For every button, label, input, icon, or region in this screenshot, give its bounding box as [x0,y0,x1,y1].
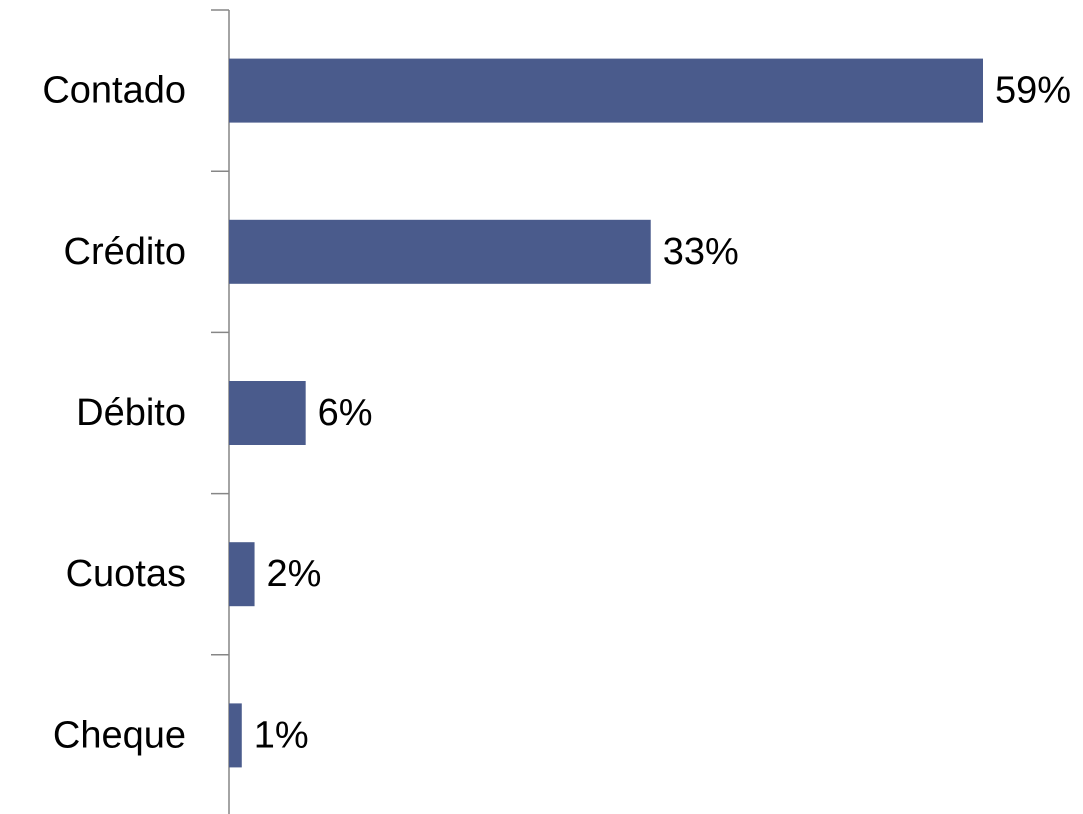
bar [229,703,242,768]
data-label: 59% [995,70,1071,112]
data-label: 1% [254,714,309,756]
category-labels-group: Contado Crédito Débito Cuotas Cheque [42,70,186,757]
category-label: Crédito [64,231,187,273]
category-label: Contado [42,70,186,112]
bar [229,219,651,284]
category-label: Débito [76,392,186,434]
data-label: 2% [267,553,322,595]
bar [229,542,255,607]
bars-group [229,58,983,768]
data-labels-group: 59% 33% 6% 2% 1% [254,70,1071,757]
data-label: 6% [318,392,373,434]
bar [229,58,983,123]
category-label: Cheque [53,714,186,756]
axis-ticks [211,9,229,656]
category-label: Cuotas [66,553,186,595]
bar [229,381,306,445]
data-label: 33% [663,231,739,273]
